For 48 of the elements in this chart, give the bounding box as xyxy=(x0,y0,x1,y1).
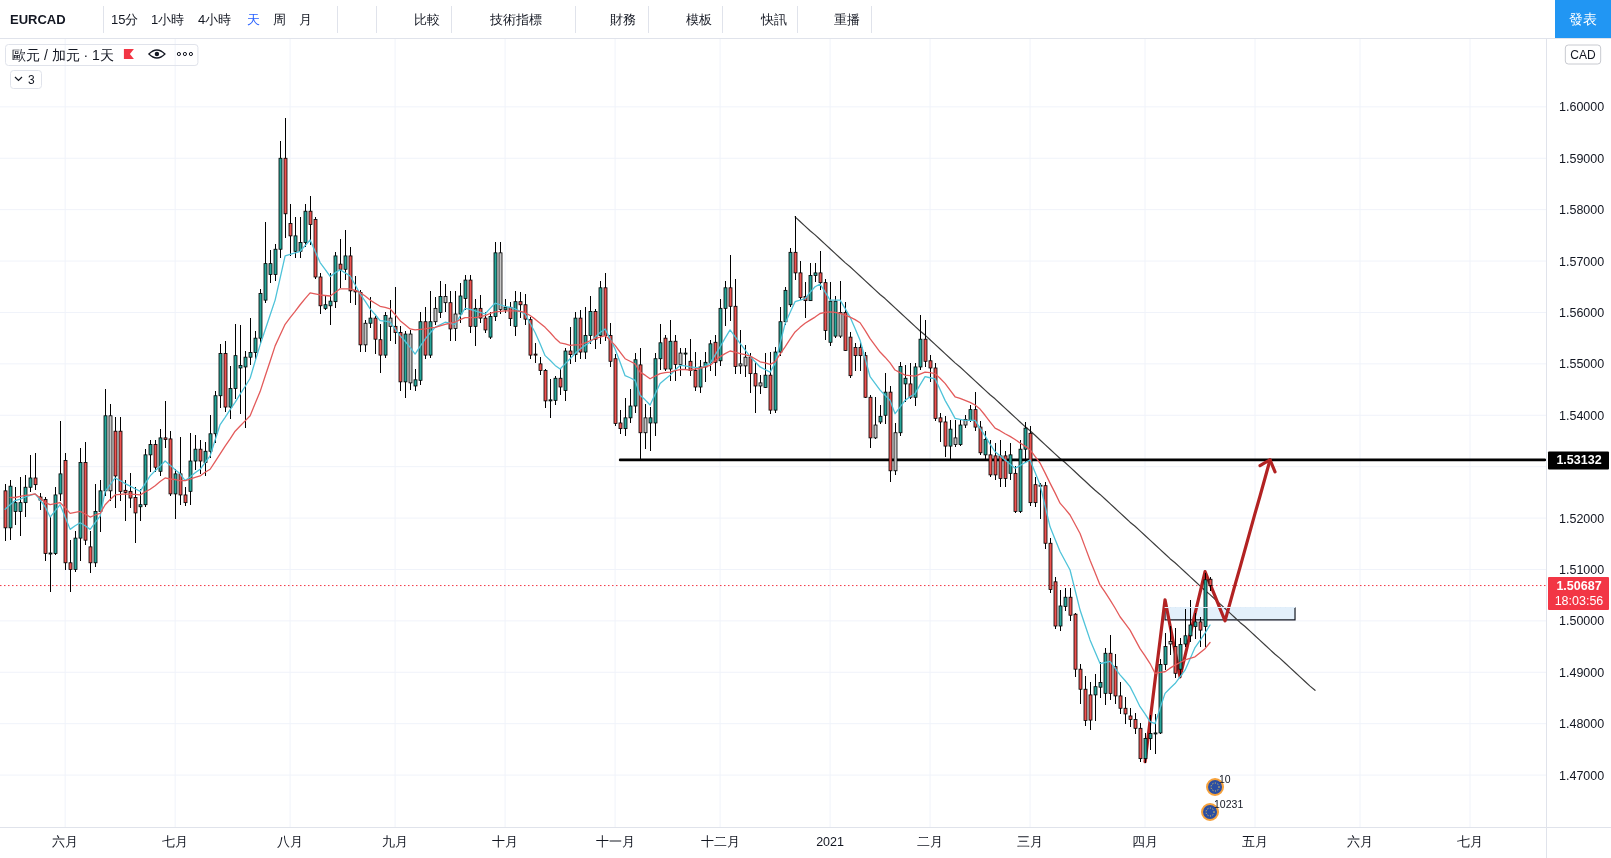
annotation: 3 xyxy=(28,73,35,87)
series-label: 1.53132 xyxy=(1556,453,1602,468)
text: 月 xyxy=(299,12,312,27)
annotation: 10231 xyxy=(1214,798,1244,810)
text: 1小時 xyxy=(151,12,185,27)
y-tick-label: 1.51000 xyxy=(1559,562,1605,577)
text: 技術指標 xyxy=(489,12,542,27)
text: 重播 xyxy=(834,12,860,27)
x-tick-label: 六月 xyxy=(52,835,79,849)
x-tick-label: 十二月 xyxy=(700,835,740,849)
text: 4小時 xyxy=(198,12,232,27)
x-tick-label: 十一月 xyxy=(595,835,635,849)
y-axis-title: CAD xyxy=(1570,48,1596,62)
x-tick-label: 六月 xyxy=(1347,835,1374,849)
y-tick-label: 1.56000 xyxy=(1559,305,1605,320)
y-tick-label: 1.58000 xyxy=(1559,203,1605,218)
text: 15分 xyxy=(111,12,139,27)
x-tick-label: 七月 xyxy=(162,835,189,849)
text: 發表 xyxy=(1569,11,1597,27)
x-tick-label: 十月 xyxy=(492,835,519,849)
text: 快訊 xyxy=(760,12,787,27)
ref-line-label: 1.50687 18:03:56 xyxy=(1554,579,1604,609)
x-tick-label: 七月 xyxy=(1457,835,1484,849)
x-tick-label: 九月 xyxy=(382,835,409,849)
x-tick-label: 八月 xyxy=(277,835,304,849)
y-tick-label: 1.50000 xyxy=(1559,614,1605,629)
y-tick-label: 1.47000 xyxy=(1559,768,1605,783)
y-tick-label: 1.54000 xyxy=(1559,408,1605,423)
x-tick-label: 2021 xyxy=(816,835,845,849)
text: 財務 xyxy=(610,12,636,27)
chart-title: EURCAD xyxy=(10,12,66,27)
y-tick-label: 1.48000 xyxy=(1559,717,1605,732)
y-tick-label: 1.55000 xyxy=(1559,357,1605,372)
text: 模板 xyxy=(686,12,712,27)
y-tick-label: 1.59000 xyxy=(1559,151,1605,166)
text: 比較 xyxy=(414,12,440,27)
y-tick-label: 1.57000 xyxy=(1559,254,1605,269)
x-tick-label: 三月 xyxy=(1017,835,1044,849)
x-tick-label: 四月 xyxy=(1132,835,1159,849)
x-tick-label: 五月 xyxy=(1242,835,1269,849)
text: 天 xyxy=(247,12,260,27)
annotation: 10 xyxy=(1219,773,1231,785)
y-tick-label: 1.60000 xyxy=(1559,100,1605,115)
text: 周 xyxy=(273,12,286,27)
x-tick-label: 二月 xyxy=(917,835,944,849)
y-tick-label: 1.52000 xyxy=(1559,511,1605,526)
y-tick-label: 1.49000 xyxy=(1559,665,1605,680)
text: 歐元 / 加元 · 1天 xyxy=(12,47,114,63)
